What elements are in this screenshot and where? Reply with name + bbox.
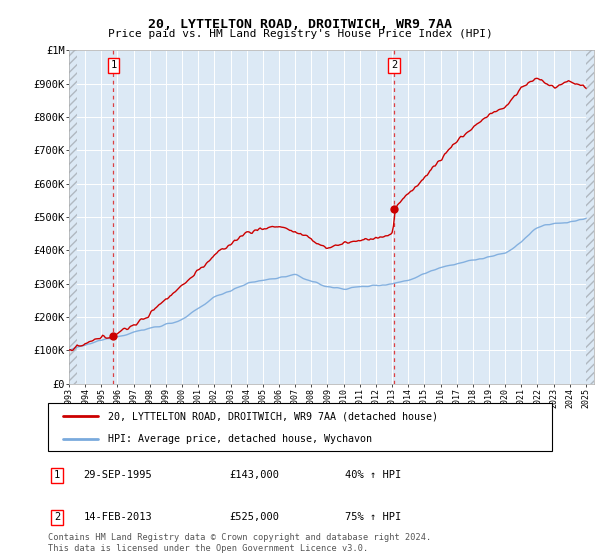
Text: 14-FEB-2013: 14-FEB-2013 xyxy=(83,512,152,522)
Text: HPI: Average price, detached house, Wychavon: HPI: Average price, detached house, Wych… xyxy=(109,434,373,444)
Bar xyxy=(69,50,77,384)
Text: 20, LYTTELTON ROAD, DROITWICH, WR9 7AA: 20, LYTTELTON ROAD, DROITWICH, WR9 7AA xyxy=(148,18,452,31)
Text: 1: 1 xyxy=(110,60,116,71)
Text: 40% ↑ HPI: 40% ↑ HPI xyxy=(346,470,401,480)
Text: 29-SEP-1995: 29-SEP-1995 xyxy=(83,470,152,480)
Text: 75% ↑ HPI: 75% ↑ HPI xyxy=(346,512,401,522)
Text: Contains HM Land Registry data © Crown copyright and database right 2024.
This d: Contains HM Land Registry data © Crown c… xyxy=(48,533,431,553)
Text: 2: 2 xyxy=(391,60,397,71)
Text: 20, LYTTELTON ROAD, DROITWICH, WR9 7AA (detached house): 20, LYTTELTON ROAD, DROITWICH, WR9 7AA (… xyxy=(109,411,439,421)
Text: £143,000: £143,000 xyxy=(229,470,280,480)
Text: 2: 2 xyxy=(54,512,60,522)
Text: £525,000: £525,000 xyxy=(229,512,280,522)
Text: Price paid vs. HM Land Registry's House Price Index (HPI): Price paid vs. HM Land Registry's House … xyxy=(107,29,493,39)
Text: 1: 1 xyxy=(54,470,60,480)
Bar xyxy=(586,50,594,384)
FancyBboxPatch shape xyxy=(48,403,552,451)
